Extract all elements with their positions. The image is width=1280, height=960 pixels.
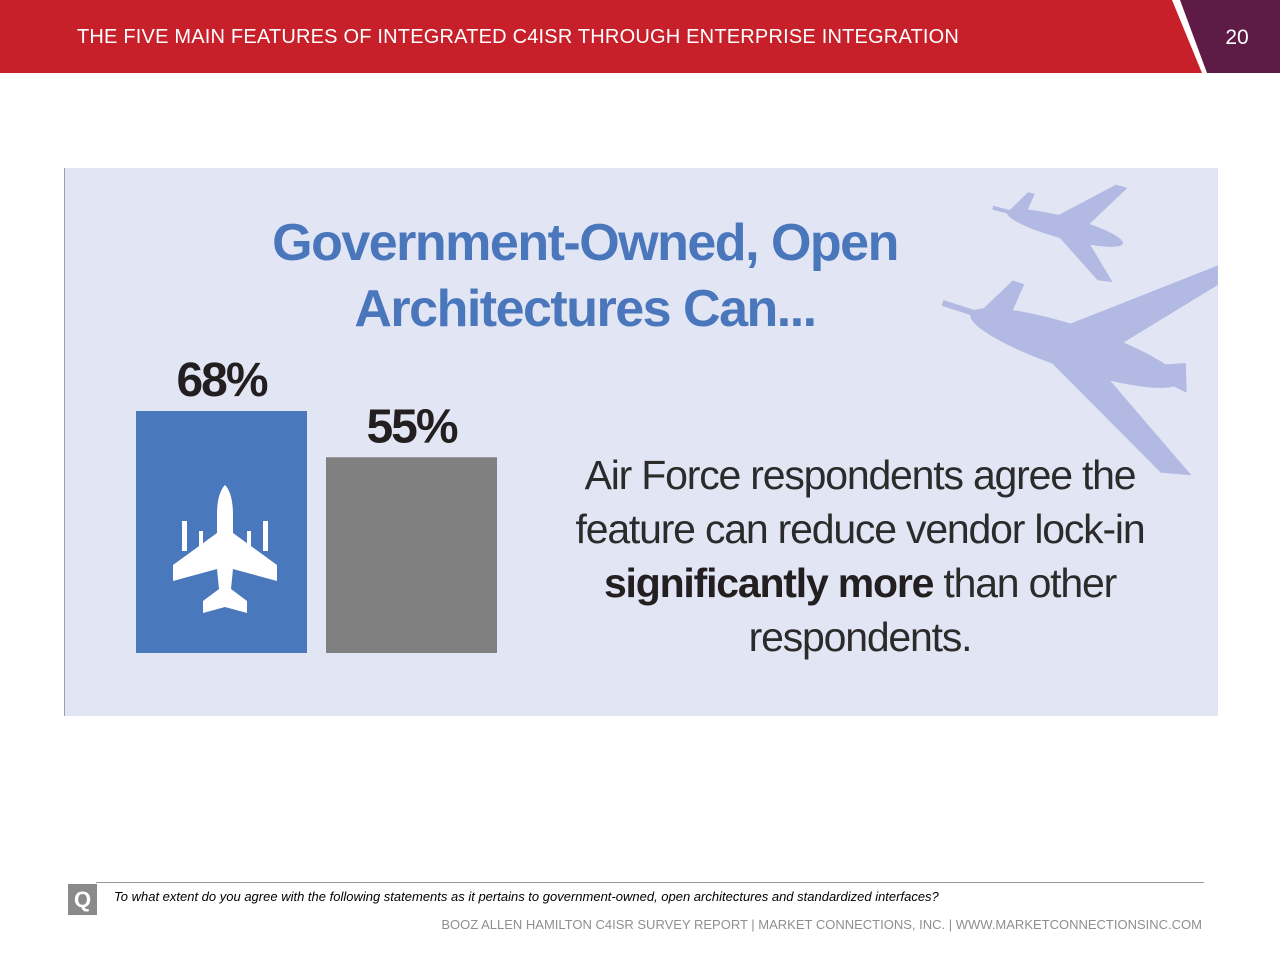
header-purple-band	[1180, 0, 1280, 73]
bar-label-group: 68% 55%	[176, 354, 459, 453]
header-banner	[0, 0, 1280, 73]
chart-title: Government-Owned, Open Architectures Can…	[235, 210, 935, 342]
caption-line1: Air Force respondents agree the	[584, 452, 1137, 498]
caption-line2: feature can reduce vendor lock-in	[575, 506, 1146, 552]
header-title: THE FIVE MAIN FEATURES OF INTEGRATED C4I…	[77, 26, 960, 48]
caption-line3-rest: than other	[933, 560, 1117, 606]
chart-caption: Air Force respondents agree the feature …	[560, 448, 1160, 664]
footer-rule	[96, 882, 1204, 883]
survey-question: To what extent do you agree with the fol…	[114, 889, 939, 904]
page-number: 20	[1225, 26, 1249, 49]
chart-title-line2: Architectures Can...	[354, 280, 817, 338]
fighter-jet-icon	[173, 485, 277, 613]
caption-emphasis: significantly more	[603, 560, 934, 606]
bar-value-label-2: 55%	[366, 400, 457, 453]
bar-value-label-1: 68%	[176, 354, 267, 407]
bar-2	[326, 457, 497, 653]
chart-svg: 68% 55%	[136, 184, 1218, 653]
caption-line4: respondents.	[748, 614, 973, 660]
bar-group	[136, 411, 497, 653]
question-icon: Q	[68, 884, 97, 915]
slide-header: THE FIVE MAIN FEATURES OF INTEGRATED C4I…	[0, 0, 1280, 73]
footer-source: BOOZ ALLEN HAMILTON C4ISR SURVEY REPORT …	[441, 917, 1202, 932]
fighter-jets-icon	[941, 184, 1218, 476]
caption-line3: significantly more than other	[560, 556, 1160, 610]
infographic-panel: 68% 55% Government-Owned, Open Architectu…	[64, 168, 1218, 716]
header-red-band	[0, 0, 1280, 73]
chart-title-line1: Government-Owned, Open	[272, 214, 899, 272]
